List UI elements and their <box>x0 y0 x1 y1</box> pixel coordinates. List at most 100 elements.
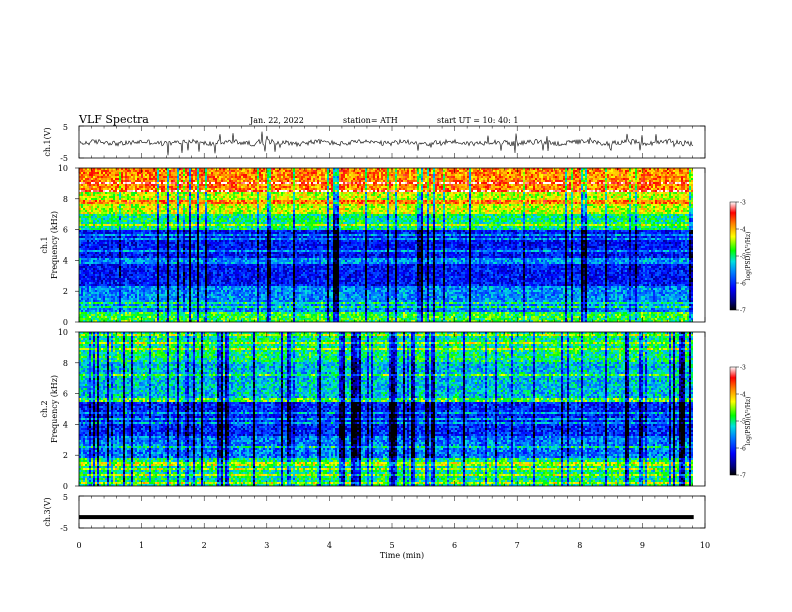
ch1-spectrogram-cell <box>565 192 567 194</box>
ch1-spectrogram-cell <box>281 188 283 190</box>
ch1-spectrogram-cell <box>569 178 571 180</box>
ch1-spectrogram-cell <box>269 190 271 192</box>
ch1-spectrogram-cell <box>631 176 633 178</box>
ch1-spectrogram-cell <box>451 178 453 180</box>
ch1-spectrogram-cell <box>533 182 535 184</box>
ch1-spectrogram-cell <box>633 190 635 192</box>
ch1-spectrogram-cell <box>689 188 691 190</box>
ch1-spectrogram-cell <box>343 180 345 182</box>
ch1-spectrogram-cell <box>503 178 505 180</box>
ch1-spectrogram-cell <box>399 174 401 176</box>
ch1-spectrogram-cell <box>125 198 127 200</box>
ch1-spectrogram-cell <box>437 178 439 180</box>
ch1-spectrogram-cell <box>431 186 433 188</box>
ch1-spectrogram-cell <box>579 196 581 198</box>
ch1-spectrogram-cell <box>259 184 261 186</box>
ch1-spectrogram-cell <box>317 190 319 192</box>
ch1-spectrogram-cell <box>275 174 277 176</box>
ch1-spectrogram-cell <box>477 178 479 180</box>
ch1-spectrogram-cell <box>437 184 439 186</box>
ch1-spectrogram-cell <box>645 194 647 196</box>
ch1-spectrogram-cell <box>249 188 251 190</box>
ch1-spectrogram-cell <box>399 186 401 188</box>
ch1-spectrogram-cell <box>463 196 465 198</box>
ch1-spectrogram-cell <box>383 188 385 190</box>
ch1-spectrogram-cell <box>103 198 105 200</box>
ch1-spectrogram-cell <box>633 178 635 180</box>
ch1-spectrogram-cell <box>651 196 653 198</box>
ch1-spectrogram-cell <box>687 172 689 174</box>
ch1-spectrogram-cell <box>469 188 471 190</box>
ch1-spectrogram-cell <box>609 172 611 174</box>
ch1-spectrogram-cell <box>487 178 489 180</box>
ch1-spectrogram-cell <box>261 172 263 174</box>
ch1-spectrogram-cell <box>385 194 387 196</box>
ch1-spectrogram-cell <box>321 196 323 198</box>
ch1-spectrogram-cell <box>283 190 285 192</box>
ch1-spectrogram-cell <box>607 194 609 196</box>
ch1-spectrogram-cell <box>287 176 289 178</box>
ch1-spectrogram-cell <box>551 184 553 186</box>
ch1-spectrogram-cell <box>391 196 393 198</box>
ch1-spectrogram-cell <box>93 174 95 176</box>
ch1-spectrogram-cell <box>531 178 533 180</box>
ch1-spectrogram-cell <box>395 184 397 186</box>
ch1-spectrogram-cell <box>109 178 111 180</box>
ch1-spectrogram-cell <box>267 182 269 184</box>
ch1-spectrogram-cell <box>621 178 623 180</box>
ch1-spectrogram-cell <box>641 190 643 192</box>
ch1-spectrogram-cell <box>379 184 381 186</box>
ch1-spectrogram-cell <box>405 192 407 194</box>
ch1-spectrogram-cell <box>671 188 673 190</box>
ch1-spectrogram-cell <box>273 174 275 176</box>
ch1-spectrogram-cell <box>493 176 495 178</box>
ch1-spectrogram-cell <box>541 194 543 196</box>
ch1-spectrogram-cell <box>151 186 153 188</box>
ch1-spectrogram-cell <box>359 178 361 180</box>
ch1-spectrogram-cell <box>237 194 239 196</box>
ch1-spectrogram-cell <box>583 194 585 196</box>
ch1-spectrogram-cell <box>341 186 343 188</box>
ch1-spectrogram-cell <box>401 194 403 196</box>
ch1-spectrogram-cell <box>491 174 493 176</box>
ch1-spectrogram-cell <box>567 186 569 188</box>
ch1-spectrogram-cell <box>257 170 259 172</box>
ch1-spectrogram-cell <box>599 196 601 198</box>
ch1-spectrogram-cell <box>239 176 241 178</box>
ch1-spectrogram-cell <box>381 192 383 194</box>
ch1-spectrogram-cell <box>315 184 317 186</box>
ch1-spectrogram-cell <box>337 184 339 186</box>
ch1-spectrogram-cell <box>687 180 689 182</box>
ch1-spectrogram-cell <box>253 184 255 186</box>
ch1-spectrogram-cell <box>621 184 623 186</box>
ch1-spectrogram-cell <box>565 194 567 196</box>
ch1-spectrogram-cell <box>415 170 417 172</box>
ch1-spectrogram-cell <box>379 176 381 178</box>
ch1-spectrogram-cell <box>385 170 387 172</box>
ch1-spectrogram-cell <box>193 176 195 178</box>
ch1-spectrogram-cell <box>433 178 435 180</box>
ch1-spectrogram-cell <box>597 174 599 176</box>
ch1-spectrogram-cell <box>327 170 329 172</box>
ch1-spectrogram-cell <box>687 182 689 184</box>
ch1-spectrogram-cell <box>419 178 421 180</box>
ch1-spectrogram-cell <box>629 182 631 184</box>
ch1-spectrogram-cell <box>377 186 379 188</box>
ch1-spectrogram-cell <box>465 188 467 190</box>
ch1-spectrogram-cell <box>621 194 623 196</box>
ch1-spectrogram-cell <box>485 184 487 186</box>
ch1-spectrogram-cell <box>623 184 625 186</box>
ch1-spectrogram-cell <box>105 196 107 198</box>
ch1-spectrogram-cell <box>413 186 415 188</box>
ch1-spectrogram-cell <box>643 170 645 172</box>
ch1-spectrogram-cell <box>649 180 651 182</box>
ch1-spectrogram-cell <box>137 174 139 176</box>
ch1-spectrogram-cell <box>473 184 475 186</box>
ch1-spectrogram-cell <box>249 184 251 186</box>
ch1-spectrogram-cell <box>337 194 339 196</box>
ch1-spectrogram-cell <box>565 188 567 190</box>
ch1-spectrogram-cell <box>559 180 561 182</box>
ch1-spectrogram-cell <box>369 182 371 184</box>
ch1-spectrogram-cell <box>593 192 595 194</box>
ch1-spectrogram-cell <box>157 176 159 178</box>
